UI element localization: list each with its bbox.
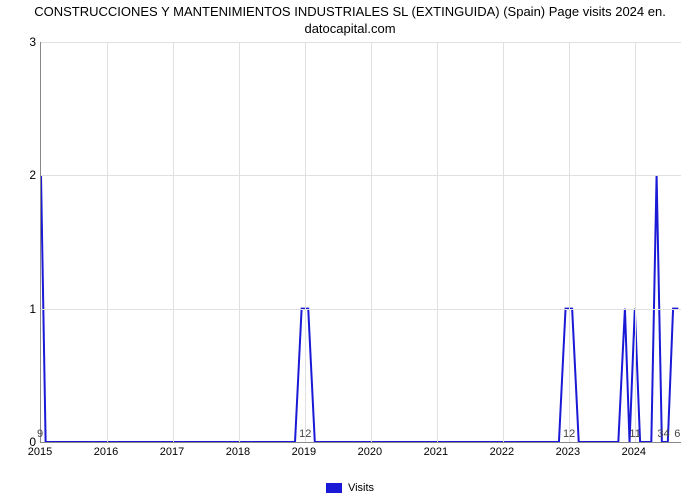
ytick-label: 2: [6, 168, 36, 182]
title-line-1: CONSTRUCCIONES Y MANTENIMIENTOS INDUSTRI…: [34, 4, 666, 19]
xtick-label: 2017: [160, 446, 184, 458]
axis-annotation: 12: [299, 428, 311, 440]
xtick-label: 2016: [94, 446, 118, 458]
xtick-label: 2022: [490, 446, 514, 458]
plot-area: [40, 42, 681, 443]
xtick-label: 2024: [622, 446, 646, 458]
legend: Visits: [0, 482, 700, 494]
gridline-v: [503, 42, 504, 442]
chart-title: CONSTRUCCIONES Y MANTENIMIENTOS INDUSTRI…: [0, 4, 700, 38]
gridline-v: [107, 42, 108, 442]
y-axis: 0123: [0, 42, 40, 442]
gridline-h: [41, 42, 681, 43]
axis-annotation: 9: [37, 428, 43, 440]
ytick-label: 1: [6, 302, 36, 316]
xtick-label: 2020: [358, 446, 382, 458]
gridline-v: [173, 42, 174, 442]
visits-line: [41, 42, 681, 442]
chart-container: CONSTRUCCIONES Y MANTENIMIENTOS INDUSTRI…: [0, 0, 700, 500]
gridline-v: [305, 42, 306, 442]
gridline-h: [41, 175, 681, 176]
xtick-label: 2018: [226, 446, 250, 458]
ytick-label: 3: [6, 35, 36, 49]
axis-annotation: 6: [674, 428, 680, 440]
axis-annotation: 11: [629, 428, 640, 440]
legend-swatch: [326, 483, 342, 493]
xtick-label: 2015: [28, 446, 52, 458]
gridline-v: [239, 42, 240, 442]
legend-label: Visits: [348, 482, 374, 494]
axis-annotation: 12: [563, 428, 575, 440]
xtick-label: 2023: [556, 446, 580, 458]
xtick-label: 2019: [292, 446, 316, 458]
gridline-v: [371, 42, 372, 442]
gridline-v: [437, 42, 438, 442]
x-axis: 2015201620172018201920202021202220232024…: [40, 442, 680, 472]
axis-annotation: 34: [657, 428, 669, 440]
title-line-2: datocapital.com: [304, 21, 395, 36]
gridline-v: [569, 42, 570, 442]
gridline-h: [41, 309, 681, 310]
xtick-label: 2021: [424, 446, 448, 458]
gridline-v: [635, 42, 636, 442]
